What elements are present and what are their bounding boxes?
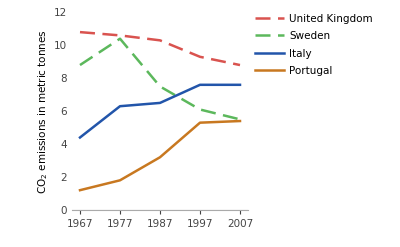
Sweden [118,37,122,40]
Portugal [158,156,162,159]
Italy [238,83,242,86]
United Kingdom [158,39,162,42]
United Kingdom [118,34,122,37]
Line: United Kingdom: United Kingdom [80,32,240,65]
Y-axis label: CO$_2$ emissions in metric tonnes: CO$_2$ emissions in metric tonnes [36,29,50,194]
Sweden [198,108,202,111]
Legend: United Kingdom, Sweden, Italy, Portugal: United Kingdom, Sweden, Italy, Portugal [255,14,373,76]
Line: Italy: Italy [80,85,240,138]
Italy [198,83,202,86]
Line: Portugal: Portugal [80,121,240,190]
Line: Sweden: Sweden [80,39,240,119]
United Kingdom [78,31,82,34]
Sweden [238,118,242,121]
Italy [118,105,122,108]
Italy [78,136,82,139]
United Kingdom [238,63,242,66]
Portugal [118,179,122,182]
Portugal [198,121,202,124]
Portugal [78,189,82,192]
Italy [158,102,162,104]
Sweden [158,85,162,88]
Sweden [78,63,82,66]
United Kingdom [198,55,202,58]
Portugal [238,120,242,123]
